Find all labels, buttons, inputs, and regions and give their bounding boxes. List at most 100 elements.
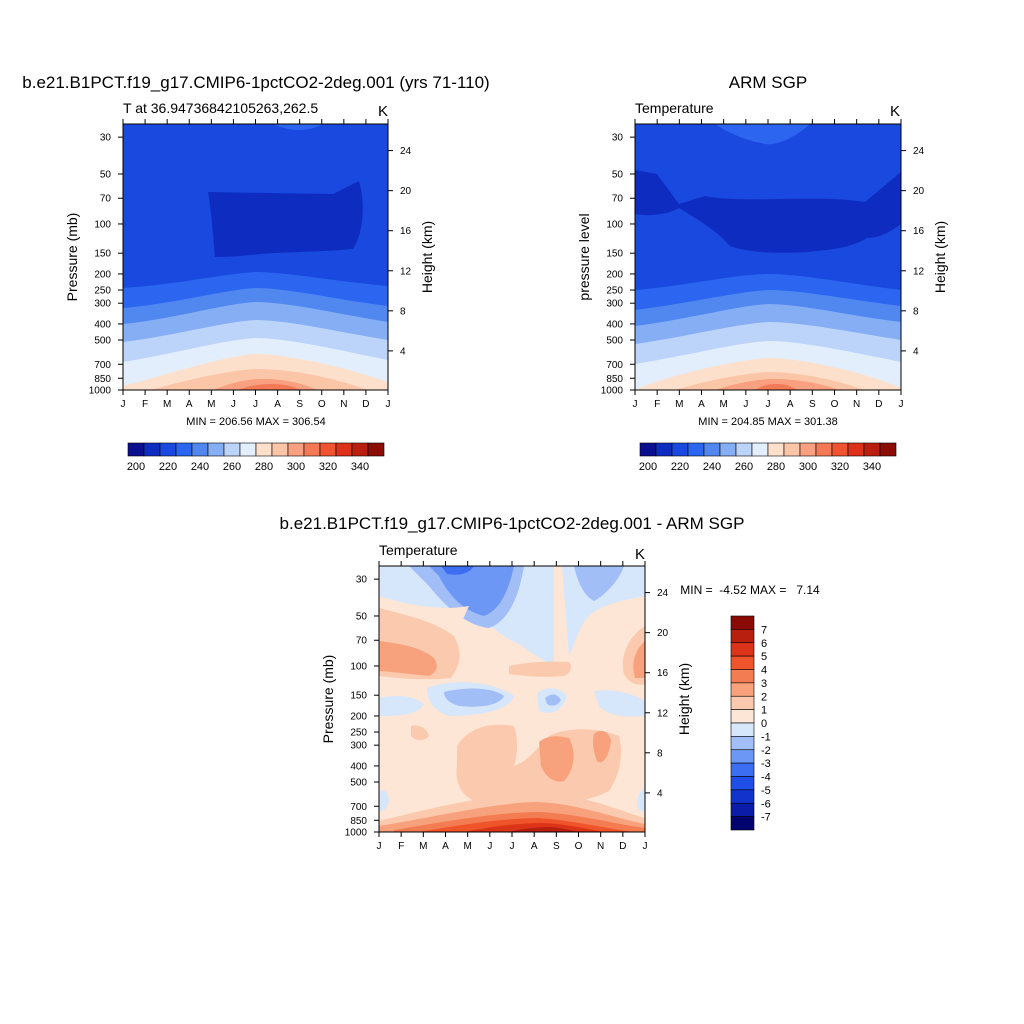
obs-y-tick-label: 700 (606, 360, 623, 371)
colorbar-swatch (207, 442, 225, 457)
colorbar-swatch (735, 442, 753, 457)
colorbar-label: 320 (319, 461, 337, 473)
diff-band-cool-edge-left (379, 790, 389, 812)
diff-y-tick-label: 100 (350, 661, 367, 672)
diff-band-cool-edge-right (637, 788, 645, 812)
model-y-tick-label: 1000 (89, 386, 112, 397)
diff-y-tick-label: 30 (356, 575, 368, 586)
model-y2-tick-label: 20 (400, 186, 412, 197)
model-contour-field (123, 124, 388, 390)
colorbar-swatch (730, 669, 755, 684)
diff-title: b.e21.B1PCT.f19_g17.CMIP6-1pctCO2-2deg.0… (280, 514, 745, 533)
colorbar-swatch (143, 442, 161, 457)
colorbar-label: 220 (671, 461, 689, 473)
model-band-9 (238, 384, 301, 390)
panel-diff: b.e21.B1PCT.f19_g17.CMIP6-1pctCO2-2deg.0… (280, 514, 820, 852)
colorbar-swatch (730, 709, 755, 724)
colorbar-label: 280 (767, 461, 785, 473)
colorbar-swatch (639, 442, 657, 457)
diff-band-cool-left-mid (379, 696, 424, 716)
model-x-tick-label: A (186, 399, 193, 410)
colorbar-swatch (730, 655, 755, 670)
colorbar-label: 300 (287, 461, 305, 473)
colorbar-swatch (127, 442, 145, 457)
obs-y2-tick-label: 12 (913, 266, 925, 277)
model-y-tick-label: 150 (94, 249, 111, 260)
diff-y2-tick-label: 12 (657, 708, 669, 719)
obs-y2-tick-label: 24 (913, 146, 925, 157)
diff-y-tick-label: 250 (350, 728, 367, 739)
colorbar-swatch (751, 442, 769, 457)
diff-x-tick-label: J (377, 841, 382, 852)
model-x-tick-label: F (142, 399, 148, 410)
diff-band-minus4 (441, 566, 474, 575)
obs-y2-tick-label: 4 (913, 346, 919, 357)
model-axes: J F M A M J J A S O N D J 30 50 70 100 150 200 250 300 400 500… (89, 119, 412, 410)
diff-x-tick-label: M (419, 841, 427, 852)
diff-y-tick-label: 70 (356, 636, 368, 647)
diff-y-tick-label: 50 (356, 611, 368, 622)
model-left-label: T at 36.94736842105263,262.5 (123, 100, 318, 116)
colorbar-label: 340 (351, 461, 369, 473)
colorbar-swatch (159, 442, 177, 457)
colorbar-swatch (730, 776, 755, 791)
colorbar-swatch (303, 442, 321, 457)
model-y-tick-label: 300 (94, 299, 111, 310)
diff-x-tick-label: D (619, 841, 626, 852)
diff-units: K (635, 546, 645, 563)
colorbar-swatch (191, 442, 209, 457)
colorbar-swatch (730, 749, 755, 764)
model-y-tick-label: 850 (94, 374, 111, 385)
colorbar-swatch (175, 442, 193, 457)
colorbar-swatch (815, 442, 833, 457)
diff-band-minus2-right (574, 566, 624, 601)
diff-y-tick-label: 400 (350, 761, 367, 772)
model-y-tick-label: 500 (94, 336, 111, 347)
model-x-tick-label: J (386, 399, 391, 410)
obs-x-tick-label: M (675, 399, 683, 410)
obs-axes: J F M A M J J A S O N D J 30 50 70 100 150 200 250 300 400 500… (601, 119, 925, 410)
colorbar-swatch (367, 442, 385, 457)
diff-x-tick-label: J (487, 841, 492, 852)
diff-y-label-right: Height (km) (676, 663, 692, 735)
model-band-cold-core (208, 181, 363, 257)
model-y2-tick-label: 24 (400, 146, 412, 157)
colorbar-swatch (730, 789, 755, 804)
obs-y-tick-label: 30 (612, 133, 624, 144)
diff-y-label: Pressure (mb) (320, 655, 336, 744)
diff-band-minus2-mid (444, 688, 504, 707)
panel-obs: ARM SGP Temperature K J F M A M J J A S O N D J 30 50 7… (576, 73, 948, 473)
obs-x-tick-label: N (853, 399, 860, 410)
obs-contour-field (635, 124, 901, 390)
colorbar-swatch (730, 762, 755, 777)
model-y-tick-label: 100 (94, 219, 111, 230)
colorbar-label: 200 (639, 461, 657, 473)
colorbar-swatch (271, 442, 289, 457)
diff-y-tick-label: 700 (350, 802, 367, 813)
model-colorbar: 200 220 240 260 280 300 320 340 (127, 442, 385, 473)
diff-y2-tick-label: 16 (657, 668, 669, 679)
model-x-tick-label: M (163, 399, 171, 410)
diff-x-tick-label: J (510, 841, 515, 852)
diff-band-plus5-surface (464, 823, 604, 832)
obs-x-tick-label: D (875, 399, 882, 410)
model-x-tick-label: N (340, 399, 347, 410)
model-y-tick-label: 700 (94, 360, 111, 371)
colorbar-label: -6 (761, 798, 771, 810)
colorbar-swatch (730, 722, 755, 737)
model-title: b.e21.B1PCT.f19_g17.CMIP6-1pctCO2-2deg.0… (22, 73, 489, 92)
model-y-tick-label: 70 (100, 194, 112, 205)
colorbar-label: 340 (863, 461, 881, 473)
colorbar-swatch (287, 442, 305, 457)
diff-y2-tick-label: 20 (657, 628, 669, 639)
diff-band-minus3 (429, 566, 514, 616)
obs-y2-tick-label: 20 (913, 186, 925, 197)
colorbar-swatch (730, 642, 755, 657)
model-y-label-right: Height (km) (419, 221, 435, 293)
diff-y2-tick-label: 24 (657, 588, 669, 599)
colorbar-swatch (730, 816, 755, 831)
diff-band-plus6-surface (509, 827, 579, 832)
obs-x-tick-label: A (698, 399, 705, 410)
model-band-top-patch (273, 124, 323, 130)
